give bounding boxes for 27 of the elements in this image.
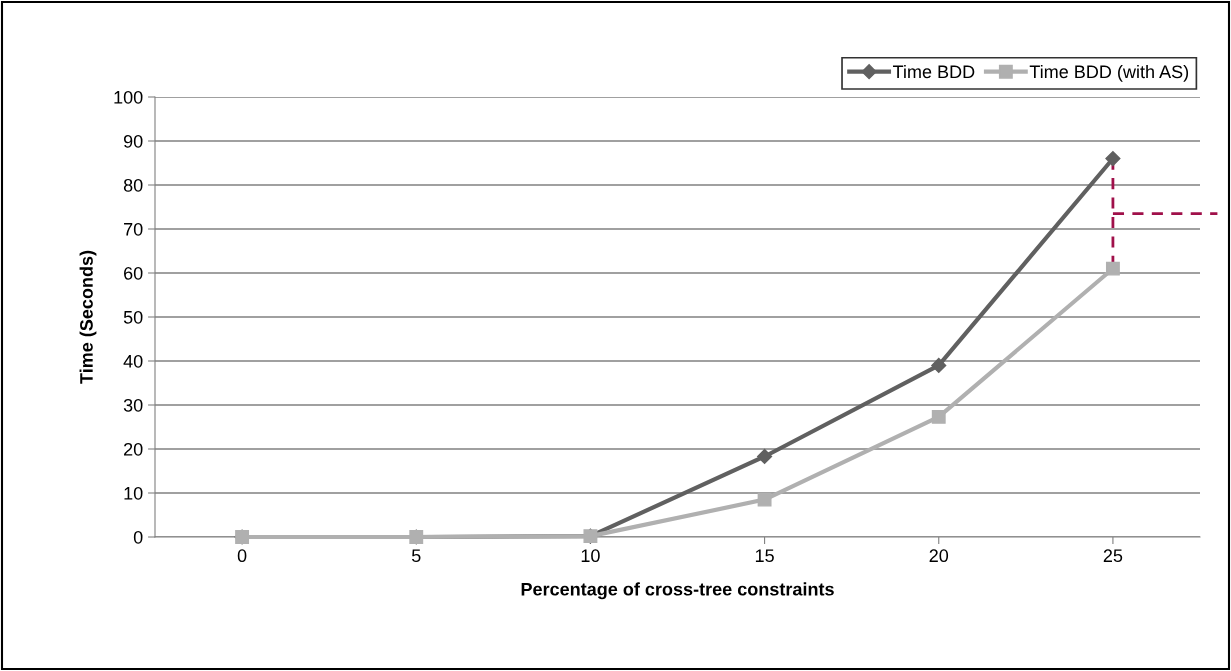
y-tick-label: 90 xyxy=(123,134,143,148)
y-tick-label: 30 xyxy=(123,398,143,412)
y-tick-label: 20 xyxy=(124,442,143,456)
x-tick-label: 15 xyxy=(755,549,774,563)
y-tick-label: 60 xyxy=(124,266,143,280)
point xyxy=(757,492,772,507)
x-tick-label: 10 xyxy=(581,549,600,563)
x-tick-label: 0 xyxy=(237,549,247,563)
x-tick-label: 25 xyxy=(1103,549,1123,563)
legend-label: Time BDD (with AS) xyxy=(1029,64,1189,82)
point xyxy=(931,409,946,424)
point xyxy=(757,448,773,465)
y-tick-label: 40 xyxy=(123,354,143,368)
y-axis-title: Time (Seconds) xyxy=(79,250,97,384)
x-tick-label: 5 xyxy=(411,549,421,563)
point xyxy=(1105,151,1121,167)
y-tick-label: 10 xyxy=(124,486,143,500)
y-tick-label: 100 xyxy=(114,90,143,104)
legend-label: Time BDD xyxy=(892,64,975,79)
y-tick-label: 0 xyxy=(133,530,143,544)
y-tick-label: 80 xyxy=(123,178,143,192)
point xyxy=(1105,261,1120,276)
x-axis-title: Percentage of cross-tree constraints xyxy=(521,582,834,600)
y-tick-label: 50 xyxy=(123,310,143,324)
point xyxy=(931,357,947,373)
y-tick-label: 70 xyxy=(124,222,143,236)
x-tick-label: 20 xyxy=(929,549,949,563)
